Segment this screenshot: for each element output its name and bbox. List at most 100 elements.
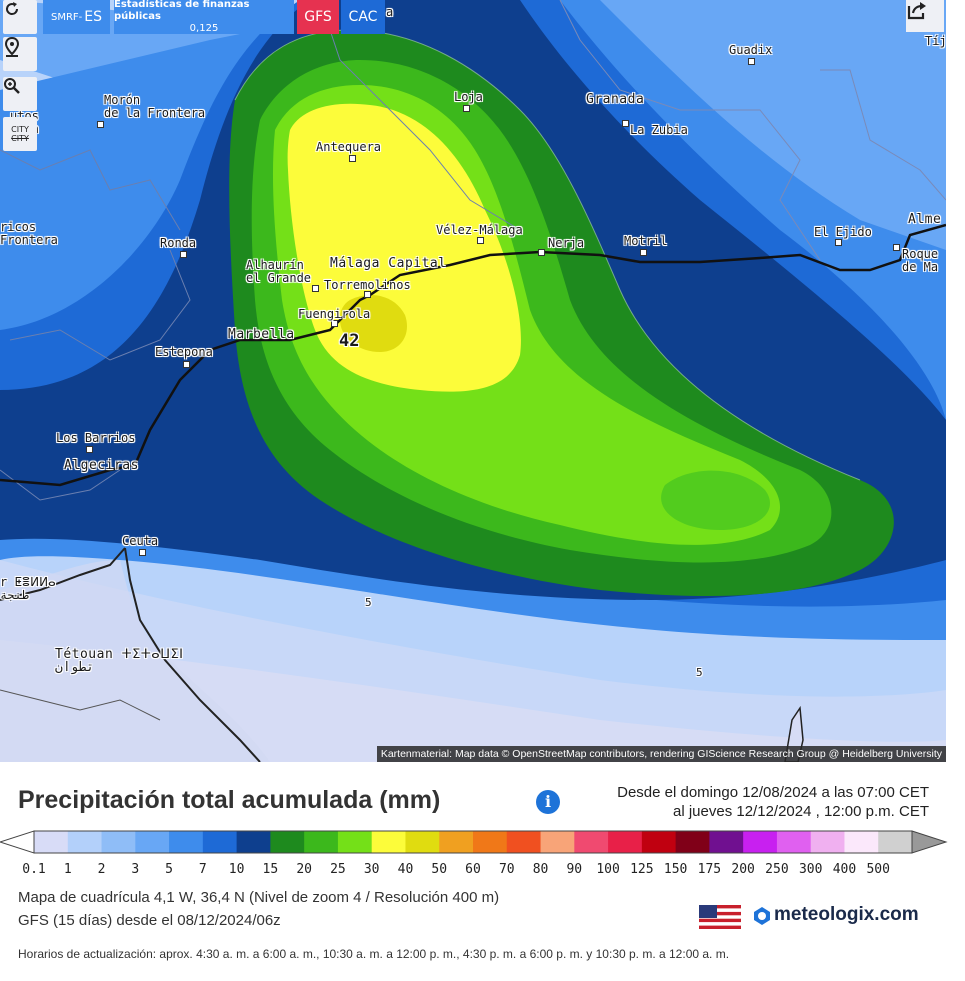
scale-swatch — [574, 831, 609, 853]
legend-title: Precipitación total acumulada (mm) — [18, 786, 441, 814]
scale-label: 200 — [731, 862, 755, 877]
place-label-frontera-cut: ricos Frontera — [0, 220, 58, 247]
scale-swatch — [371, 831, 406, 853]
town-marker — [139, 549, 146, 556]
scale-label: 2 — [97, 862, 106, 877]
place-label-motril: Motril — [624, 234, 668, 248]
scale-label: 3 — [131, 862, 140, 877]
town-marker — [180, 251, 187, 258]
model-info: GFS (15 días) desde el 08/12/2024/06z — [18, 912, 281, 929]
place-label-alhaurin: Alhaurín el Grande — [246, 258, 312, 285]
scale-swatch — [810, 831, 845, 853]
scale-swatch — [67, 831, 103, 853]
scale-label: 1 — [63, 862, 72, 877]
date-to: al jueves 12/12/2024 , 12:00 p.m. CET — [673, 803, 929, 820]
scale-swatch — [270, 831, 305, 853]
contour-label: 5 — [365, 596, 372, 609]
scale-label: 175 — [697, 862, 722, 877]
town-marker — [97, 121, 104, 128]
meteologix-brand[interactable]: meteologix.com — [774, 904, 919, 925]
share-icon — [907, 2, 926, 20]
scale-swatch — [101, 831, 136, 853]
model-region-prefix: SMRF- — [50, 11, 83, 23]
scale-end-left — [0, 830, 35, 854]
stats-title: Estadísticas de finanzas públicas — [114, 0, 250, 22]
precipitation-field — [0, 0, 946, 762]
town-marker — [622, 120, 629, 127]
town-marker — [640, 249, 647, 256]
place-label-algeciras: Algeciras — [64, 458, 139, 473]
place-label-nerja: Nerja — [548, 236, 585, 250]
scale-label: 90 — [566, 862, 583, 877]
town-marker — [349, 155, 356, 162]
share-button[interactable] — [906, 0, 944, 32]
model-region-suffix: ES — [84, 9, 103, 25]
scale-swatch — [405, 831, 440, 853]
date-from: Desde el domingo 12/08/2024 a las 07:00 … — [617, 784, 929, 801]
scale-label: 80 — [532, 862, 549, 877]
us-flag-icon[interactable] — [699, 905, 741, 929]
stats-selector[interactable]: Estadísticas de finanzas públicas 0,125 — [114, 0, 294, 34]
grid-info: Mapa de cuadrícula 4,1 W, 36,4 N (Nivel … — [18, 889, 500, 906]
scale-swatch — [709, 831, 744, 853]
place-label-roquetas: Roque de Ma — [902, 247, 939, 274]
stats-value: 0,125 — [189, 23, 219, 34]
refresh-button[interactable] — [3, 0, 37, 34]
place-label-fuengirola: Fuengirola — [298, 307, 371, 321]
scale-label: 15 — [262, 862, 279, 877]
scale-swatch — [34, 831, 69, 853]
update-times: Horarios de actualización: aprox. 4:30 a… — [18, 947, 730, 961]
contour-label: 5 — [696, 666, 703, 679]
scale-swatch — [337, 831, 373, 853]
model-cac-button[interactable]: CAC — [341, 0, 385, 34]
scale-label: 70 — [498, 862, 515, 877]
scale-label: 150 — [663, 862, 688, 877]
scale-swatch — [439, 831, 474, 853]
scale-swatch — [608, 831, 643, 853]
place-label-tetouan: Tétouan ⵜⵉⵜⴰⵡⵉⵏ تطوان — [55, 647, 184, 675]
town-marker — [893, 244, 900, 251]
place-label-antequera: Antequera — [316, 140, 382, 154]
place-label-estepona: Estepona — [155, 345, 213, 359]
date-range: Desde el domingo 12/08/2024 a las 07:00 … — [617, 783, 929, 821]
scale-label: 0.1 — [22, 862, 46, 877]
town-marker — [312, 285, 319, 292]
place-label-tanger-cut: r ⵟⴻⵍⵍⴰ طنجة — [0, 575, 56, 602]
zoom-button[interactable] — [3, 77, 37, 111]
scale-swatch — [304, 831, 339, 853]
precipitation-map[interactable]: Morón de la Frontera Ronda Antequera Loj… — [0, 0, 946, 762]
scale-swatch — [135, 831, 170, 853]
place-label-almeria: Alme — [908, 212, 942, 227]
town-marker — [748, 58, 755, 65]
scale-swatch — [169, 831, 204, 853]
scale-swatch — [506, 831, 542, 853]
scale-label: 100 — [596, 862, 620, 877]
city-label: CITY — [11, 125, 29, 134]
place-label-granada: Granada — [586, 92, 645, 107]
place-label-torremolinos: Torremolinos — [324, 278, 411, 292]
scale-label: 20 — [296, 862, 312, 877]
place-label-loja: Loja — [454, 90, 483, 104]
map-attribution: Kartenmaterial: Map data © OpenStreetMap… — [376, 746, 946, 762]
model-gfs-button[interactable]: GFS — [297, 0, 339, 34]
place-label-la-zubia: La Zubia — [630, 123, 688, 137]
scale-label: 10 — [228, 862, 245, 877]
model-region-selector[interactable]: SMRF- ES — [43, 0, 110, 34]
scale-outline — [33, 830, 913, 854]
place-label-tij: Tíj — [925, 34, 946, 48]
scale-label: 7 — [198, 862, 207, 877]
place-label-ceuta: Ceuta — [122, 534, 159, 548]
scale-swatch — [878, 831, 913, 853]
town-marker — [463, 105, 470, 112]
city-toggle-button[interactable]: CITY CITY — [3, 117, 37, 151]
info-icon[interactable]: i — [536, 790, 560, 814]
scale-swatch — [641, 831, 677, 853]
location-button[interactable] — [3, 37, 37, 71]
town-marker — [835, 239, 842, 246]
scale-swatch — [844, 831, 879, 853]
scale-swatch — [473, 831, 508, 853]
max-value-label: 42 — [339, 331, 360, 351]
scale-swatch — [540, 831, 575, 853]
location-pin-icon — [4, 37, 20, 57]
model-cac-trailing: a — [386, 5, 394, 19]
